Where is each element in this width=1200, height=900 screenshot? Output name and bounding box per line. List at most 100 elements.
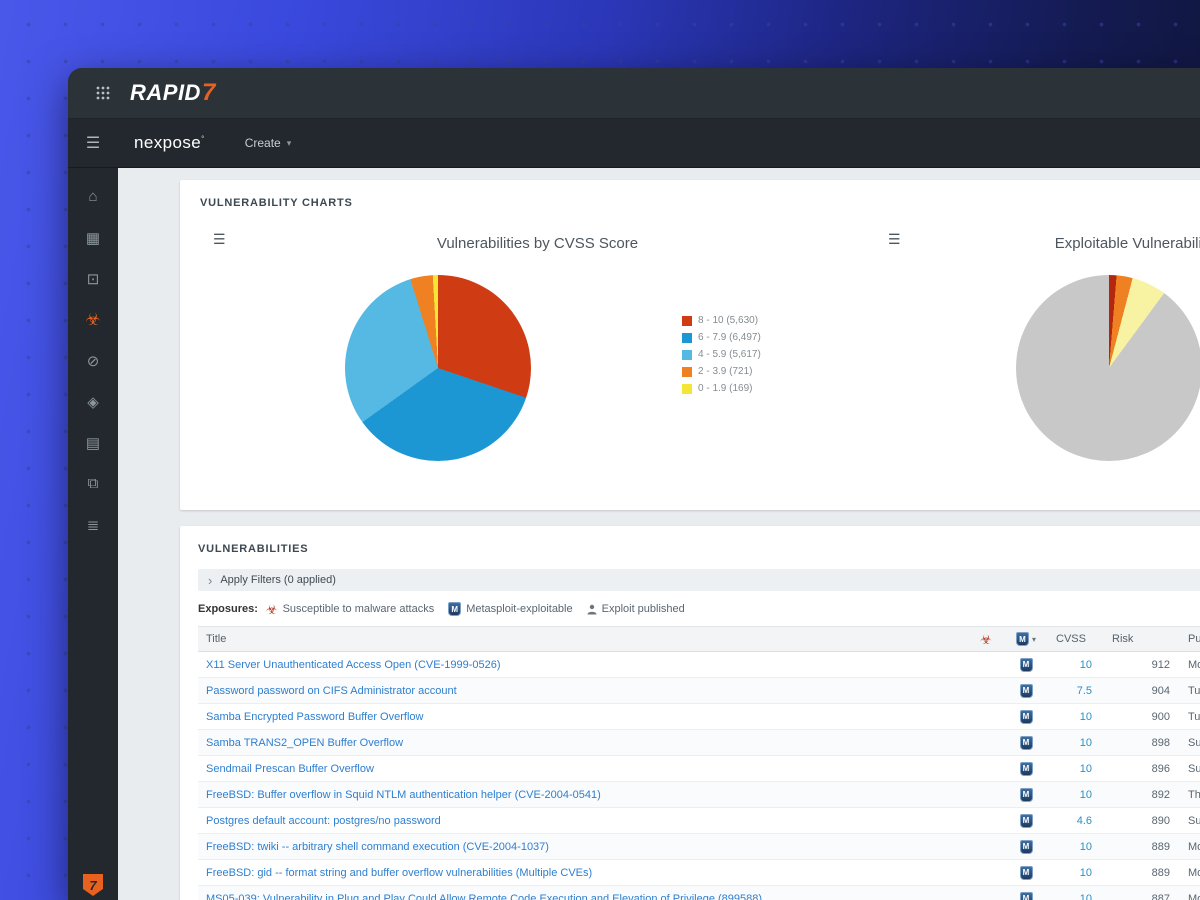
chart-legend: 8 - 10 (5,630) 6 - 7.9 (6,497) 4 - 5.9 (5,… [682,315,761,394]
vuln-title-link[interactable]: X11 Server Unauthenticated Access Open (… [206,658,501,671]
column-header-published[interactable]: Published [1188,633,1200,645]
sidebar: ⌂ ▦ ⊡ ☣ ⊘ ◈ ▤ ⧉ ≣ 7 [68,168,118,900]
exposure-label: Exploit published [601,603,685,615]
metasploit-cell: M [1004,683,1048,698]
sidebar-item-reports[interactable]: ◈ [87,393,99,411]
metasploit-icon: M [1019,761,1033,776]
sidebar-item-administration[interactable]: ≣ [86,516,100,534]
app-switcher-icon[interactable] [96,86,110,100]
published-cell: Mon [1188,840,1200,853]
risk-cell: 896 [1151,762,1170,775]
column-header-title[interactable]: Title [206,633,227,645]
metasploit-icon: M [1019,657,1033,672]
vuln-title-link[interactable]: Samba TRANS2_OPEN Buffer Overflow [206,736,404,749]
legend-item: 4 - 5.9 (5,617) [682,349,761,360]
risk-cell: 904 [1151,684,1170,697]
charts-row: ☰ Vulnerabilities by CVSS Score 8 - 10 (… [200,215,1200,497]
metasploit-icon: M [1019,735,1033,750]
column-header-metasploit[interactable]: M ▾ [1004,632,1048,646]
table-row: MS05-039: Vulnerability in Plug and Play… [198,886,1200,900]
exposure-item-exploit: Exploit published [587,603,685,615]
cvss-cell: 10 [1079,710,1092,723]
vuln-title-cell: Sendmail Prescan Buffer Overflow [198,763,968,775]
charts-card-title: VULNERABILITY CHARTS [200,197,353,209]
window-body: ⌂ ▦ ⊡ ☣ ⊘ ◈ ▤ ⧉ ≣ 7 VULNERABILITY CHARTS… [68,168,1200,900]
vuln-title-cell: X11 Server Unauthenticated Access Open (… [198,659,968,671]
metasploit-cell: M [1004,891,1048,900]
legend-label: 6 - 7.9 (6,497) [698,332,761,343]
sidebar-item-sites[interactable]: ▦ [85,229,101,247]
rapid7-logo: RAPID7 [130,79,216,107]
vuln-title-link[interactable]: Samba Encrypted Password Buffer Overflow [206,710,424,723]
create-button[interactable]: Create ▾ [245,136,292,150]
risk-cell: 900 [1151,710,1170,723]
main-content: VULNERABILITY CHARTS ☰ Vulnerabilities b… [118,168,1200,900]
vuln-title-cell: FreeBSD: gid -- format string and buffer… [198,867,968,879]
sidebar-item-policies[interactable]: ⊘ [86,352,100,370]
exploitable-chart-panel: ☰ Exploitable Vulnerabilities [875,215,1200,497]
metasploit-cell: M [1004,657,1048,672]
published-cell: Sun [1188,814,1200,827]
biohazard-icon: ☣ [980,631,992,647]
legend-swatch [682,383,692,394]
table-row: Password password on CIFS Administrator … [198,678,1200,704]
vuln-title-cell: FreeBSD: twiki -- arbitrary shell comman… [198,841,968,853]
exposure-item-malware: ☣ Susceptible to malware attacks [266,603,434,616]
apply-filters-bar[interactable]: › Apply Filters (0 applied) [198,569,1200,591]
chevron-down-icon: ▾ [286,137,292,148]
risk-cell: 912 [1151,658,1170,671]
vuln-title-link[interactable]: Postgres default account: postgres/no pa… [206,814,441,827]
vuln-title-link[interactable]: FreeBSD: Buffer overflow in Squid NTLM a… [206,788,601,801]
published-cell: Mon [1188,866,1200,879]
table-row: Postgres default account: postgres/no pa… [198,808,1200,834]
vuln-table-body: X11 Server Unauthenticated Access Open (… [198,652,1200,900]
vuln-title-link[interactable]: FreeBSD: twiki -- arbitrary shell comman… [206,840,549,853]
rapid7-logo-text: RAPID [130,80,201,105]
exposure-label: Metasploit-exploitable [466,603,573,615]
vuln-title-link[interactable]: FreeBSD: gid -- format string and buffer… [206,866,593,879]
column-header-risk[interactable]: Risk [1112,633,1134,645]
sidebar-item-assets[interactable]: ⊡ [86,270,100,288]
column-header-malware[interactable]: ☣ [968,633,1004,646]
legend-swatch [682,366,692,377]
vuln-title-link[interactable]: Sendmail Prescan Buffer Overflow [206,762,374,775]
chart-menu-icon[interactable]: ☰ [888,231,901,247]
sidebar-item-tickets[interactable]: ▤ [85,434,101,452]
apply-filters-label: Apply Filters (0 applied) [220,574,336,586]
metasploit-cell: M [1004,709,1048,724]
vuln-title-cell: Samba Encrypted Password Buffer Overflow [198,711,968,723]
legend-item: 8 - 10 (5,630) [682,315,761,326]
metasploit-cell: M [1004,865,1048,880]
nexpose-nav-bar: ☰ nexpose° Create ▾ [68,119,1200,168]
metasploit-icon: M [1015,632,1029,646]
exposure-item-metasploit: M Metasploit-exploitable [448,602,573,616]
legend-swatch [682,349,692,360]
risk-cell: 887 [1151,892,1170,900]
pie-chart-cvss [345,275,531,461]
metasploit-icon: M [1019,891,1033,900]
legend-label: 4 - 5.9 (5,617) [698,349,761,360]
metasploit-cell: M [1004,813,1048,828]
vuln-title-link[interactable]: MS05-039: Vulnerability in Plug and Play… [206,892,763,900]
sidebar-item-vulnerabilities[interactable]: ☣ [85,309,101,329]
sidebar-item-home[interactable]: ⌂ [88,188,98,205]
legend-label: 0 - 1.9 (169) [698,383,753,394]
published-cell: Tue [1188,684,1200,697]
column-header-cvss[interactable]: CVSS [1056,633,1086,645]
chart-menu-icon[interactable]: ☰ [213,231,226,247]
risk-cell: 890 [1151,814,1170,827]
legend-item: 0 - 1.9 (169) [682,383,761,394]
pie-chart-exploitable [1016,275,1200,461]
metasploit-icon: M [1019,683,1033,698]
table-row: X11 Server Unauthenticated Access Open (… [198,652,1200,678]
hamburger-menu-icon[interactable]: ☰ [85,135,101,152]
vuln-title-link[interactable]: Password password on CIFS Administrator … [206,684,457,697]
table-header: Title ☣ M ▾ CVSS Risk Published [198,626,1200,652]
metasploit-cell: M [1004,839,1048,854]
cvss-cell: 4.6 [1076,814,1092,827]
cvss-cell: 10 [1079,840,1092,853]
sidebar-item-tags[interactable]: ⧉ [87,475,99,492]
legend-swatch [682,332,692,343]
vuln-title-cell: MS05-039: Vulnerability in Plug and Play… [198,893,968,900]
cvss-cell: 10 [1079,762,1092,775]
